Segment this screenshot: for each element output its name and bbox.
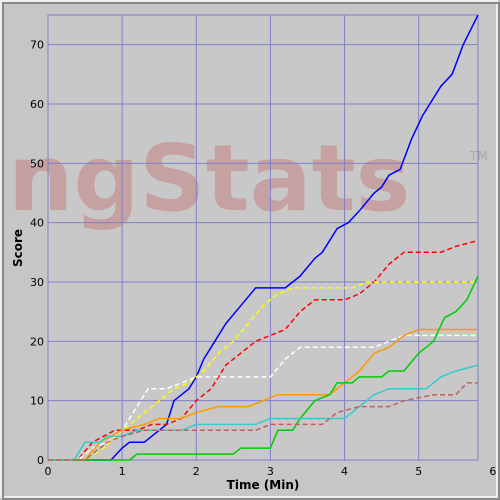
y-tick-label: 60 <box>30 98 44 111</box>
y-tick-label: 30 <box>30 276 44 289</box>
watermark: ngStats TM <box>8 125 488 232</box>
x-axis-title: Time (Min) <box>227 478 300 492</box>
grid <box>47 14 479 461</box>
x-tick-label: 2 <box>193 465 200 478</box>
plot-area <box>48 15 478 460</box>
series-line <box>48 281 478 461</box>
y-tick-label: 40 <box>30 217 44 230</box>
series-line <box>48 275 479 461</box>
y-tick-label: 70 <box>30 39 44 52</box>
x-tick-label: 3 <box>267 465 274 478</box>
series-line <box>48 334 478 461</box>
x-tick-label: 0 <box>45 465 52 478</box>
series-line <box>48 382 478 461</box>
labels: 0 10 20 30 40 50 60 70 0 1 2 3 4 5 6 <box>30 39 496 478</box>
series-line <box>48 364 479 461</box>
plot-border <box>47 14 479 461</box>
y-tick-label: 20 <box>30 335 44 348</box>
x-tick-label: 1 <box>119 465 126 478</box>
x-tick-label: 5 <box>415 465 422 478</box>
x-tick-label: 4 <box>341 465 348 478</box>
y-tick-label: 10 <box>30 395 44 408</box>
y-axis-title: Score <box>11 229 25 267</box>
series-line <box>48 14 479 461</box>
y-tick-label: 0 <box>37 454 44 467</box>
series-line <box>48 328 478 461</box>
lines <box>48 14 479 461</box>
x-tick-label: 6 <box>489 465 496 478</box>
watermark-text: ngStats <box>8 125 410 232</box>
y-tick-label: 50 <box>30 157 44 170</box>
